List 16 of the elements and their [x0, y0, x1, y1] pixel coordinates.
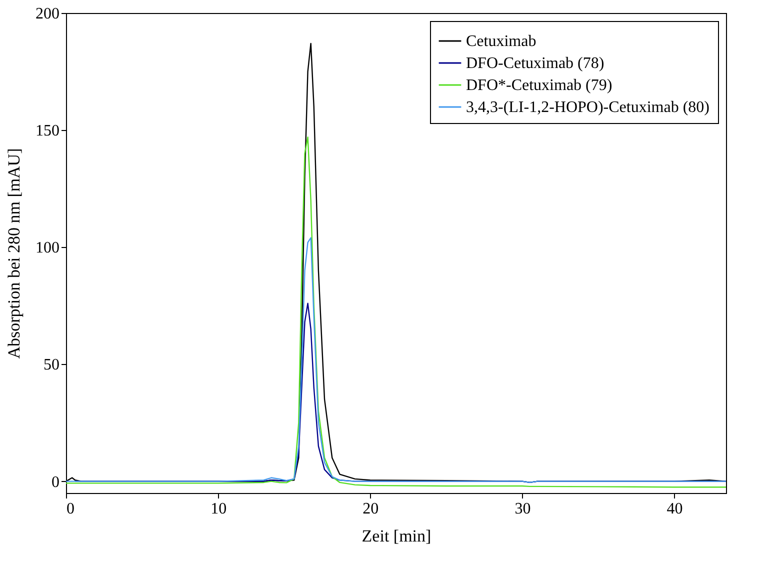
x-tick-label: 30 [514, 500, 531, 518]
x-tick-label: 20 [362, 500, 379, 518]
y-tick-label: 150 [36, 122, 60, 140]
y-tick-label: 50 [44, 356, 60, 374]
y-tick-label: 0 [52, 474, 60, 491]
y-tick-label: 200 [36, 6, 60, 22]
x-tick-label: 40 [666, 500, 683, 518]
legend-label: DFO-Cetuximab (78) [466, 55, 604, 72]
x-tick-label: 0 [66, 500, 74, 518]
x-tick-label: 10 [210, 500, 227, 518]
legend-label: Cetuximab [466, 33, 536, 50]
x-axis-title: Zeit [min] [362, 526, 432, 546]
legend-label: 3,4,3-(LI-1,2-HOPO)-Cetuximab (80) [466, 99, 710, 116]
legend-label: DFO*-Cetuximab (79) [466, 77, 612, 94]
y-tick-label: 100 [36, 240, 60, 257]
y-axis-title: Absorption bei 280 nm [mAU] [4, 148, 24, 359]
